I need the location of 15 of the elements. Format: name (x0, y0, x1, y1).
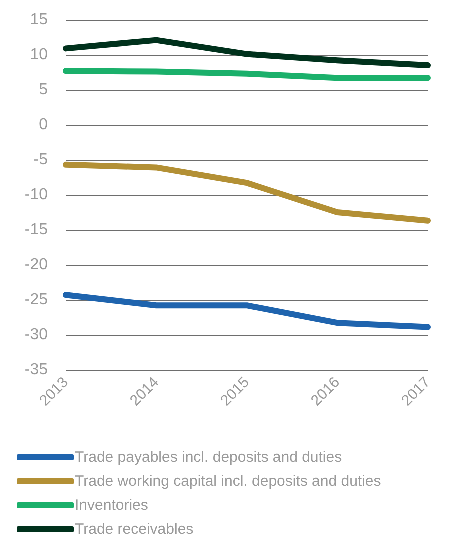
y-tick-label: -15 (24, 222, 48, 238)
legend-label: Trade working capital incl. deposits and duties (75, 473, 382, 490)
y-tick-label: -25 (24, 292, 48, 308)
y-tick-label: -10 (24, 186, 48, 204)
y-tick-label: 5 (39, 82, 48, 98)
y-tick-label: 10 (30, 46, 48, 64)
y-tick-label: -5 (34, 152, 48, 168)
y-tick-label: 0 (39, 116, 48, 134)
y-tick-label: -35 (24, 362, 48, 378)
legend-label: Inventories (75, 497, 148, 514)
legend-label: Trade receivables (75, 521, 194, 538)
legend-label: Trade payables incl. deposits and duties (75, 449, 342, 466)
y-tick-label: -20 (24, 256, 48, 274)
y-tick-label: 15 (30, 12, 48, 28)
y-tick-label: -30 (24, 326, 48, 344)
